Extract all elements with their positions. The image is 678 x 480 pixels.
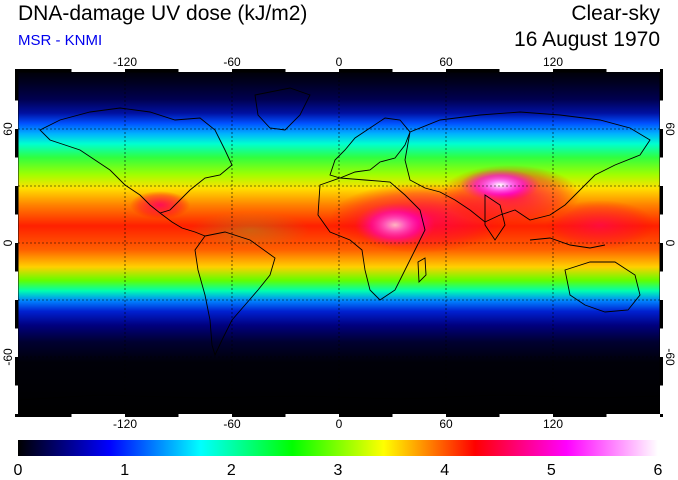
map-frame: [15, 69, 663, 417]
colorbar-tick-label: 3: [334, 462, 343, 479]
colorbar-tick-label: 1: [120, 462, 129, 479]
colorbar-tick-label: 2: [227, 462, 236, 479]
longitude-labels-top: -120 -60 0 60 120: [113, 55, 563, 69]
longitude-label-top: 0: [336, 55, 343, 69]
map-title: DNA-damage UV dose (kJ/m2): [18, 2, 308, 25]
coast-north-america: [39, 107, 233, 214]
longitude-label-top: 60: [439, 55, 453, 69]
latitude-labels-left: 60 0 -60: [1, 122, 15, 366]
colorbar-tick-label: 6: [654, 462, 663, 479]
latitude-label-right: 0: [663, 240, 677, 247]
longitude-label-top: -60: [223, 55, 241, 69]
longitude-label-bottom: -120: [113, 417, 137, 431]
coast-australia: [564, 261, 641, 313]
coast-indonesia: [529, 237, 606, 249]
latitude-label-left: 60: [1, 122, 15, 136]
coast-madagascar: [417, 257, 427, 284]
coastlines: [18, 87, 660, 401]
source-label: MSR - KNMI: [18, 32, 103, 49]
coast-greenland: [254, 87, 311, 131]
colorbar-tick-label: 5: [547, 462, 556, 479]
longitude-label-top: -120: [113, 55, 137, 69]
coast-antarctica: [18, 394, 660, 401]
longitude-label-bottom: 0: [336, 417, 343, 431]
graticule: [18, 72, 660, 414]
coast-africa: [317, 177, 426, 301]
coast-india: [484, 194, 506, 241]
colorbar-tick-label: 0: [14, 462, 23, 479]
longitude-label-bottom: -60: [223, 417, 241, 431]
coast-south-america: [194, 231, 276, 357]
sky-condition-label: Clear-sky: [571, 2, 660, 25]
latitude-label-right: 60: [663, 122, 677, 136]
longitude-labels-bottom: -120 -60 0 60 120: [113, 417, 563, 431]
longitude-label-bottom: 120: [543, 417, 563, 431]
coast-central-america: [159, 212, 206, 237]
latitude-label-left: -60: [1, 348, 15, 366]
latitude-labels-right: 60 0 -60: [663, 122, 677, 366]
coast-asia: [404, 111, 651, 223]
latitude-label-right: -60: [663, 348, 677, 366]
longitude-label-top: 120: [543, 55, 563, 69]
longitude-label-bottom: 60: [439, 417, 453, 431]
colorbar-labels: 0 1 2 3 4 5 6: [14, 462, 663, 479]
date-label: 16 August 1970: [514, 28, 660, 51]
latitude-label-left: 0: [1, 239, 15, 246]
colorbar-tick-label: 4: [440, 462, 449, 479]
colorbar: [18, 440, 658, 456]
